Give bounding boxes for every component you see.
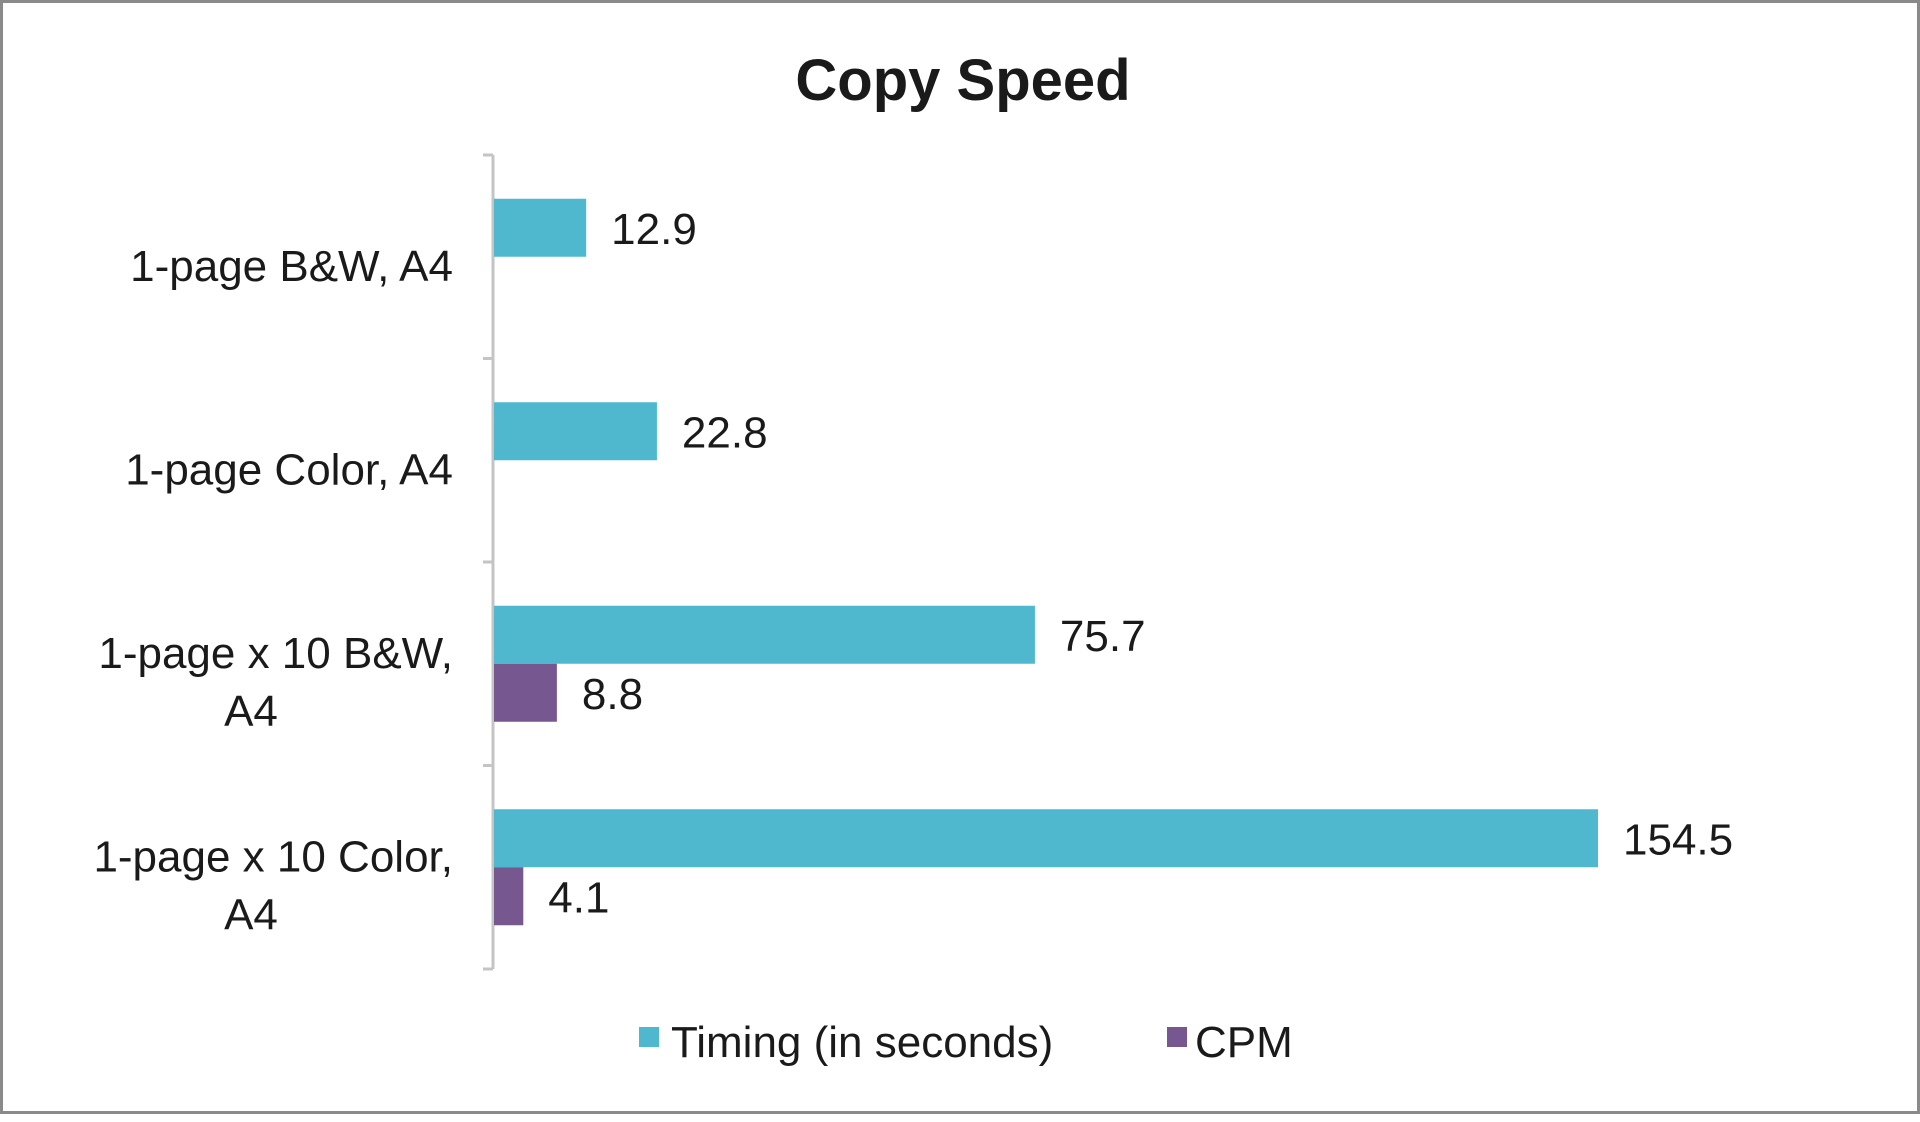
bar-timing [494, 402, 657, 461]
bars [494, 198, 1598, 926]
data-label: 22.8 [682, 408, 768, 457]
bar-timing [494, 809, 1598, 868]
bar-cpm [494, 867, 524, 926]
chart-title: Copy Speed [795, 48, 1130, 113]
category-labels: 1-page B&W, A4 1-page Color, A4 1-page x 1… [93, 242, 453, 940]
category-label: A4 [224, 687, 278, 736]
category-label: 1-page x 10 Color, [93, 832, 453, 881]
data-label: 154.5 [1623, 815, 1733, 864]
category-label: 1-page Color, A4 [125, 445, 453, 494]
bar-chart: Copy Speed 1-page B&W, A4 1-page Color, A… [93, 48, 1733, 1067]
data-labels: 12.9 22.8 75.7 8.8 154.5 4.1 [548, 205, 1733, 923]
y-axis [483, 153, 495, 971]
legend-label: CPM [1195, 1018, 1293, 1067]
bar-timing [494, 198, 587, 257]
category-label: A4 [224, 890, 278, 939]
legend-label: Timing (in seconds) [671, 1018, 1053, 1067]
legend-swatch [1167, 1027, 1187, 1047]
category-label: 1-page B&W, A4 [130, 242, 453, 291]
bar-cpm [494, 663, 557, 722]
data-label: 8.8 [582, 670, 643, 719]
legend-swatch [639, 1027, 659, 1047]
data-label: 75.7 [1060, 612, 1146, 661]
bar-timing [494, 605, 1035, 664]
data-label: 4.1 [548, 873, 609, 922]
data-label: 12.9 [611, 205, 697, 254]
legend: Timing (in seconds) CPM [639, 1018, 1293, 1067]
category-label: 1-page x 10 B&W, [98, 629, 453, 678]
